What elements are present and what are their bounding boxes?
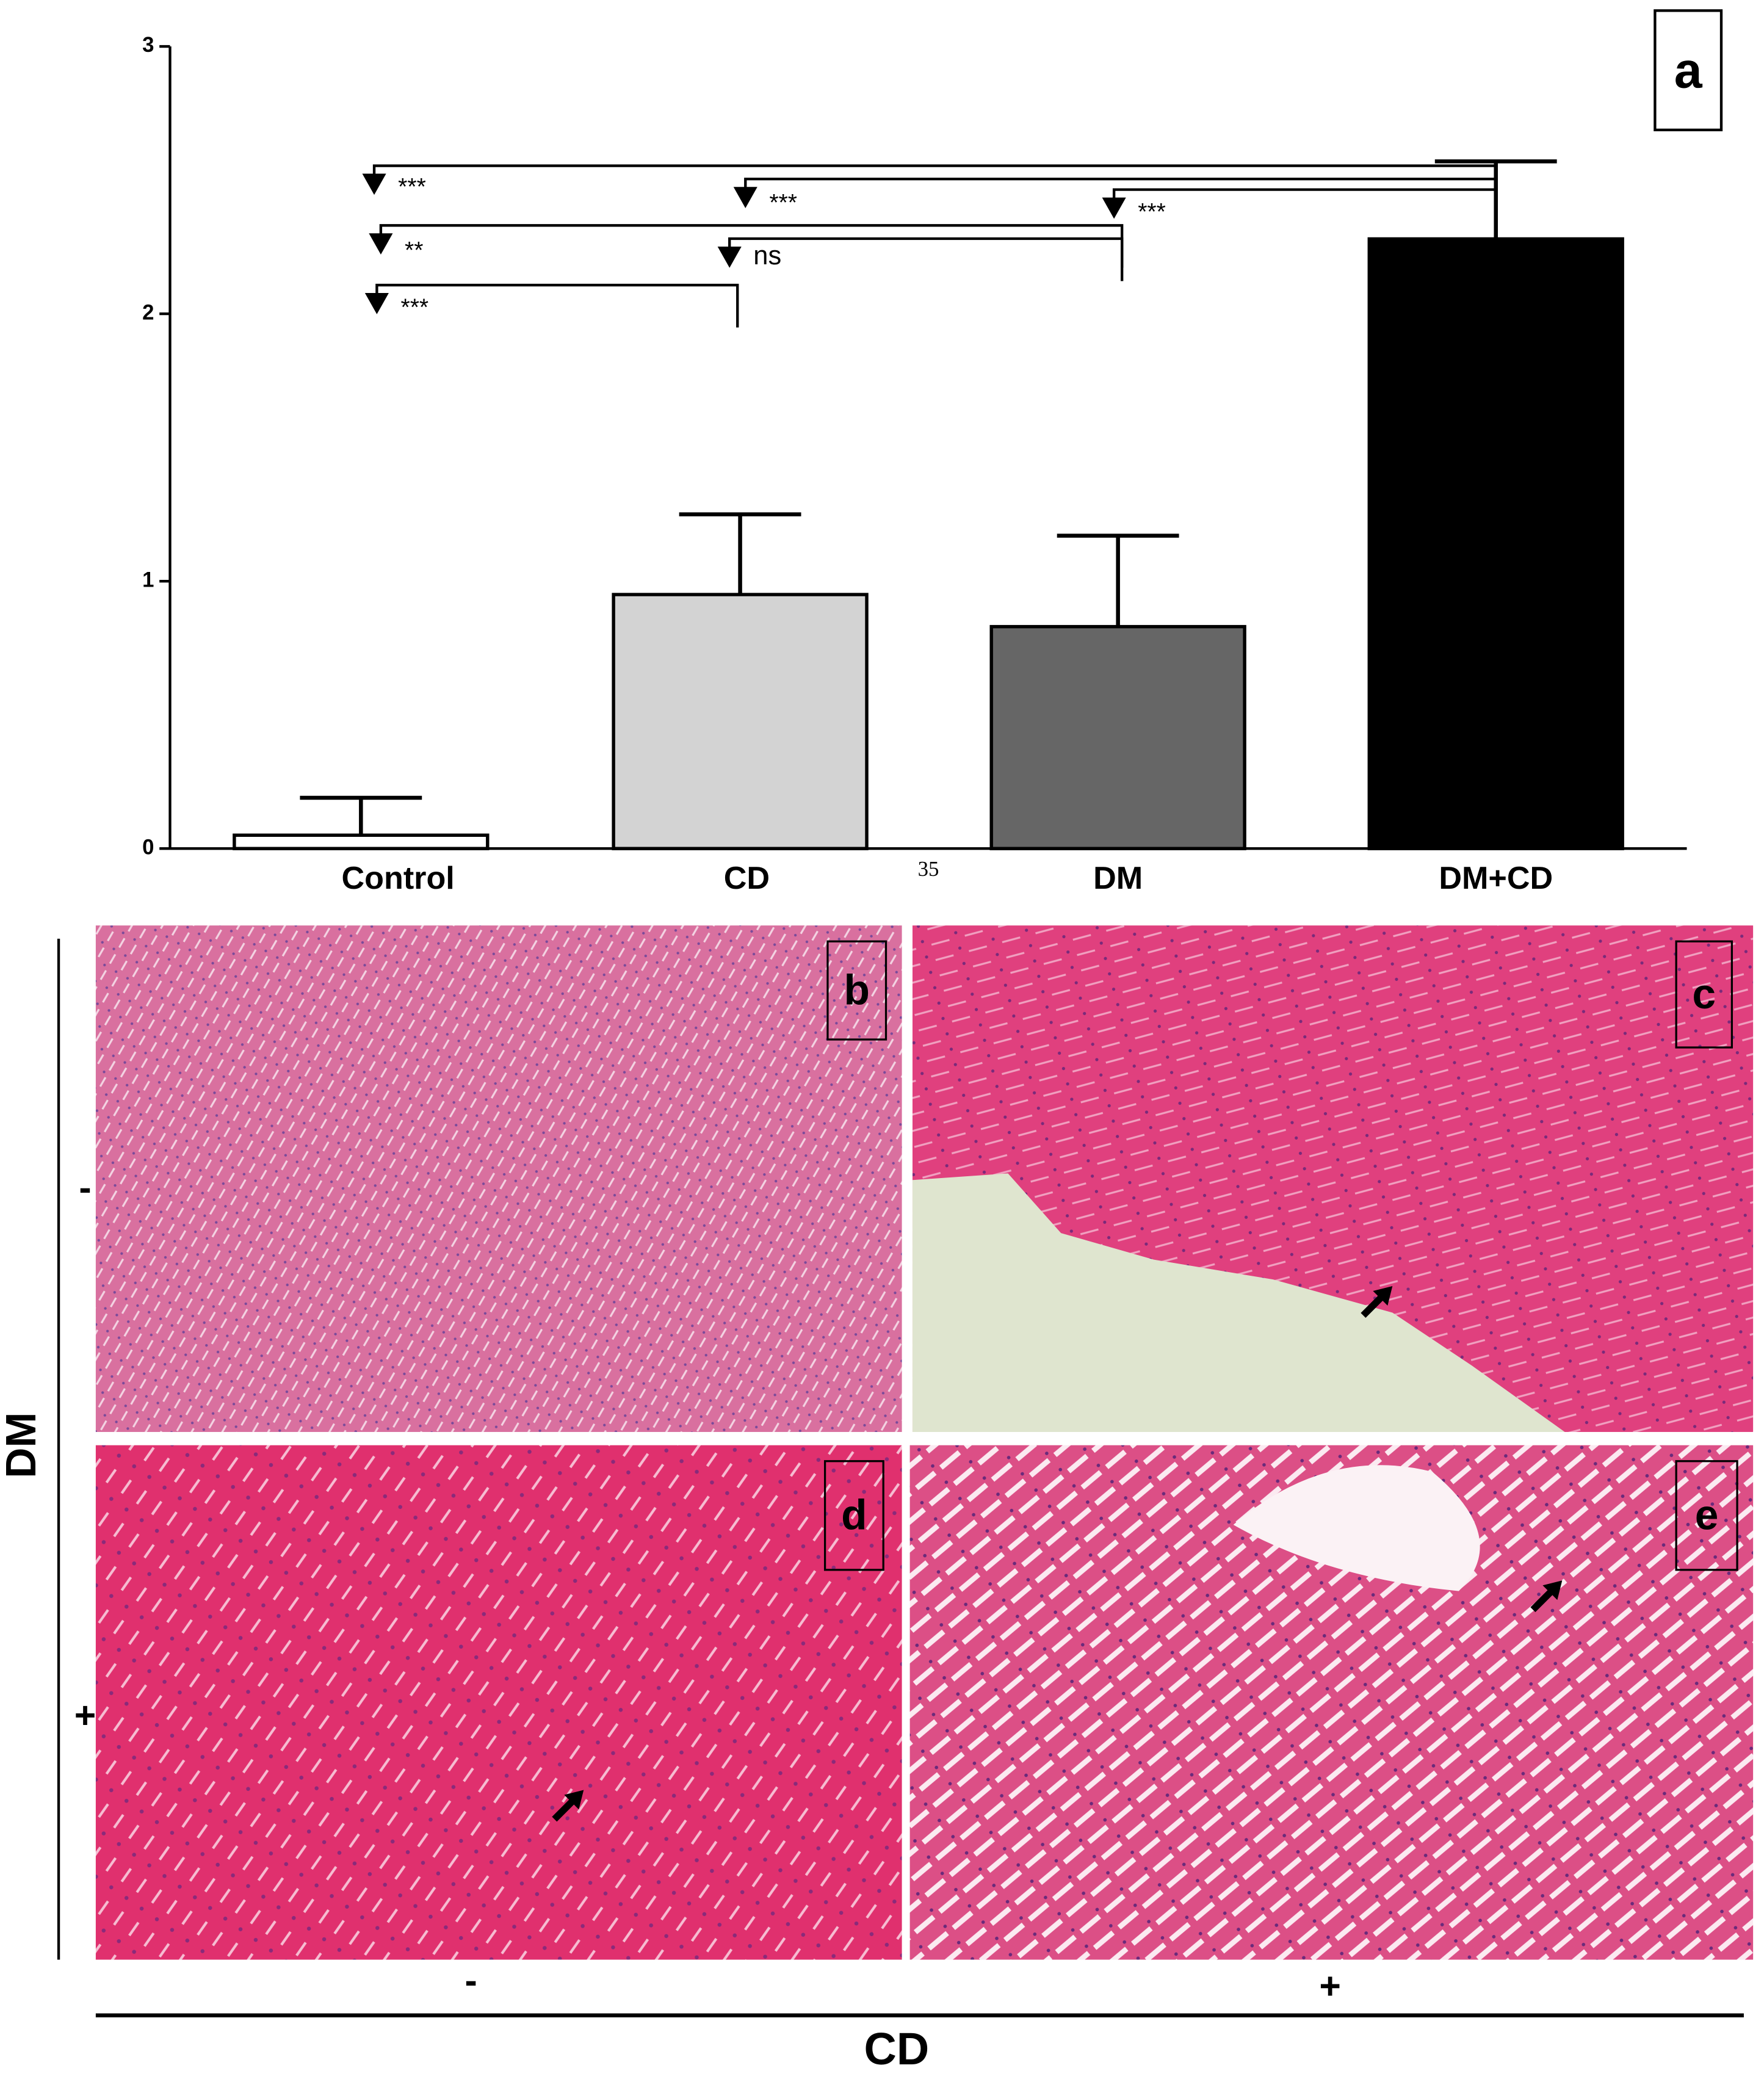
panel-label: a (1674, 42, 1703, 98)
significance-label: *** (1138, 199, 1166, 225)
row-label: + (74, 1694, 96, 1736)
significance-bracket (375, 283, 739, 328)
micrograph-b (95, 925, 902, 1432)
y-tick-label: 3 (142, 34, 154, 57)
col-label: - (464, 1960, 477, 2001)
significance-label: *** (398, 174, 426, 200)
significance-label: *** (400, 294, 428, 320)
y-tick-label: 0 (142, 836, 154, 859)
y-tick-label: 1 (142, 568, 154, 591)
lumen (912, 1173, 1565, 1432)
significance-arrow (733, 187, 757, 209)
panel-label-box (1675, 1460, 1738, 1571)
micrograph-d (95, 1445, 902, 1960)
bar (1367, 237, 1624, 850)
significance-arrow (369, 233, 393, 255)
panel-label: d (841, 1491, 867, 1539)
panel-label-box (1654, 9, 1723, 132)
significance-arrow (362, 173, 386, 195)
x-tick-label: CD (724, 861, 770, 896)
panel-label: c (1692, 970, 1716, 1018)
col-axis-title: CD (864, 2023, 930, 2074)
annotation: 35 (918, 857, 939, 881)
panel-label-box (826, 940, 887, 1041)
significance-arrow (1102, 197, 1126, 219)
panel-label: b (844, 966, 869, 1013)
vessel (1233, 1465, 1480, 1591)
y-tick-label: 2 (142, 301, 154, 324)
significance-bracket (372, 164, 1496, 179)
significance-bracket (728, 237, 1124, 281)
bar (989, 624, 1246, 850)
significance-bracket (1112, 188, 1496, 203)
significance-label: ** (405, 237, 423, 264)
x-tick-label: DM+CD (1439, 861, 1553, 896)
panel-label-box (1675, 940, 1733, 1049)
panel-label: e (1695, 1491, 1719, 1539)
significance-label: ns (753, 241, 781, 270)
bar (612, 593, 869, 850)
significance-label: *** (769, 190, 797, 216)
bar (233, 833, 490, 850)
panel-label-box (823, 1460, 884, 1571)
x-tick-label: Control (342, 861, 455, 896)
col-label: + (1319, 1965, 1341, 2006)
row-axis-title: DM (0, 1412, 45, 1478)
significance-arrow (364, 293, 389, 314)
significance-bracket (379, 224, 1124, 268)
x-tick-label: DM (1093, 861, 1143, 896)
row-label: - (79, 1167, 91, 1209)
significance-arrow (717, 247, 742, 268)
